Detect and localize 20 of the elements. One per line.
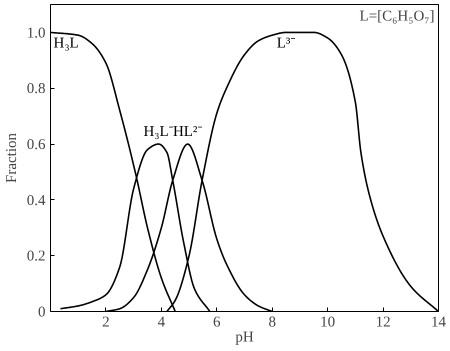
x-tick-label: 8 — [268, 314, 276, 330]
y-tick-label: 0.8 — [26, 81, 46, 98]
x-tick-label: 14 — [431, 314, 446, 330]
y-tick-label: 0.2 — [26, 248, 46, 265]
y-tick-label: 0.4 — [26, 192, 46, 209]
series-label: L³⁻ — [276, 35, 296, 52]
x-tick-label: 2 — [102, 314, 110, 330]
y-axis-title: Fraction — [4, 132, 20, 183]
x-tick-label: 4 — [158, 314, 166, 330]
x-tick-label: 12 — [376, 314, 391, 330]
legend-label: H₃L — [54, 35, 79, 52]
y-tick-label: 1.0 — [26, 25, 46, 42]
x-tick-label: 6 — [213, 314, 222, 330]
x-axis-title: pH — [235, 330, 254, 346]
y-tick-label: 0 — [38, 304, 46, 320]
series-label: HL²⁻ — [172, 124, 202, 140]
annotation: L=[C₆H₅O₇] — [360, 8, 435, 24]
x-tick-label: 10 — [320, 314, 336, 330]
series-label: H₃L⁻ — [143, 124, 174, 140]
y-tick-label: 0.6 — [26, 137, 46, 154]
